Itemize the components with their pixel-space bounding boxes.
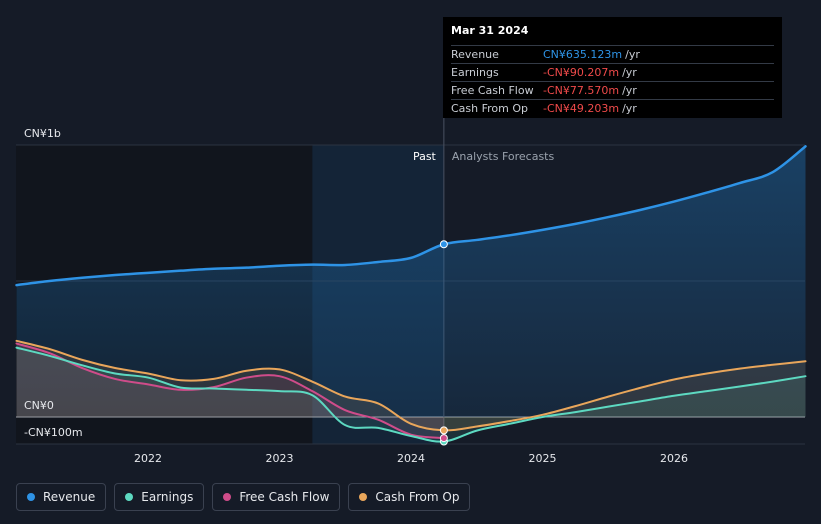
area-free-cash-flow: [16, 343, 444, 439]
forecast-label: Analysts Forecasts: [452, 150, 555, 163]
series-line-free-cash-flow: [15, 342, 445, 440]
tooltip-row-value: CN¥635.123m: [543, 48, 623, 61]
x-tick-label: 2022: [134, 452, 162, 465]
tooltip-row-unit: /yr: [622, 102, 637, 115]
x-tick-label: 2023: [266, 452, 294, 465]
legend-label: Revenue: [43, 490, 96, 504]
legend-item-earnings[interactable]: Earnings: [114, 483, 205, 511]
tooltip-row-label: Cash From Op: [451, 102, 529, 115]
tooltip-row-value: -CN¥77.570m: [543, 84, 620, 97]
legend-label: Earnings: [141, 490, 194, 504]
tooltip-row: Cash From Op -CN¥49.203m/yr: [451, 99, 774, 117]
series-line-revenue: [15, 145, 807, 287]
legend-item-revenue[interactable]: Revenue: [16, 483, 107, 511]
x-tick-label: 2024: [397, 452, 425, 465]
tooltip-row-label: Free Cash Flow: [451, 84, 534, 97]
marker-revenue[interactable]: [439, 240, 448, 249]
x-tick-label: 2025: [529, 452, 557, 465]
legend-item-cash-from-op[interactable]: Cash From Op: [348, 483, 471, 511]
legend-label: Cash From Op: [375, 490, 460, 504]
chart-legend: Revenue Earnings Free Cash Flow Cash From O…: [16, 483, 471, 511]
y-tick-label: -CN¥100m: [24, 426, 83, 439]
tooltip-date: Mar 31 2024: [451, 24, 529, 37]
tooltip-row-unit: /yr: [625, 48, 640, 61]
data-tooltip: Mar 31 2024 Revenue CN¥635.123m/yr Earning…: [443, 17, 782, 118]
y-tick-label: CN¥1b: [24, 127, 61, 140]
legend-label: Free Cash Flow: [239, 490, 330, 504]
tooltip-row-value: -CN¥90.207m: [543, 66, 620, 79]
area-revenue: [16, 146, 806, 418]
marker-free-cash-flow[interactable]: [439, 434, 448, 443]
legend-dot-icon: [125, 493, 134, 501]
marker-cash-from-op[interactable]: [439, 426, 448, 435]
tooltip-row: Earnings -CN¥90.207m/yr: [451, 63, 774, 81]
area-cash-from-op: [16, 340, 806, 431]
series-line-cash-from-op: [15, 339, 807, 432]
y-tick-label: CN¥0: [24, 399, 54, 412]
tooltip-row-label: Revenue: [451, 48, 499, 61]
past-label: Past: [413, 150, 437, 163]
legend-item-free-cash-flow[interactable]: Free Cash Flow: [212, 483, 341, 511]
tooltip-row-value: -CN¥49.203m: [543, 102, 620, 115]
tooltip-row: Revenue CN¥635.123m/yr: [451, 45, 774, 63]
x-tick-label: 2026: [660, 452, 688, 465]
series-line-earnings: [15, 346, 807, 443]
legend-dot-icon: [27, 493, 35, 501]
legend-dot-icon: [223, 493, 232, 501]
tooltip-row: Free Cash Flow -CN¥77.570m/yr: [451, 81, 774, 99]
tooltip-row-unit: /yr: [622, 66, 637, 79]
tooltip-row-unit: /yr: [622, 84, 637, 97]
tooltip-row-label: Earnings: [451, 66, 499, 79]
legend-dot-icon: [359, 493, 368, 501]
